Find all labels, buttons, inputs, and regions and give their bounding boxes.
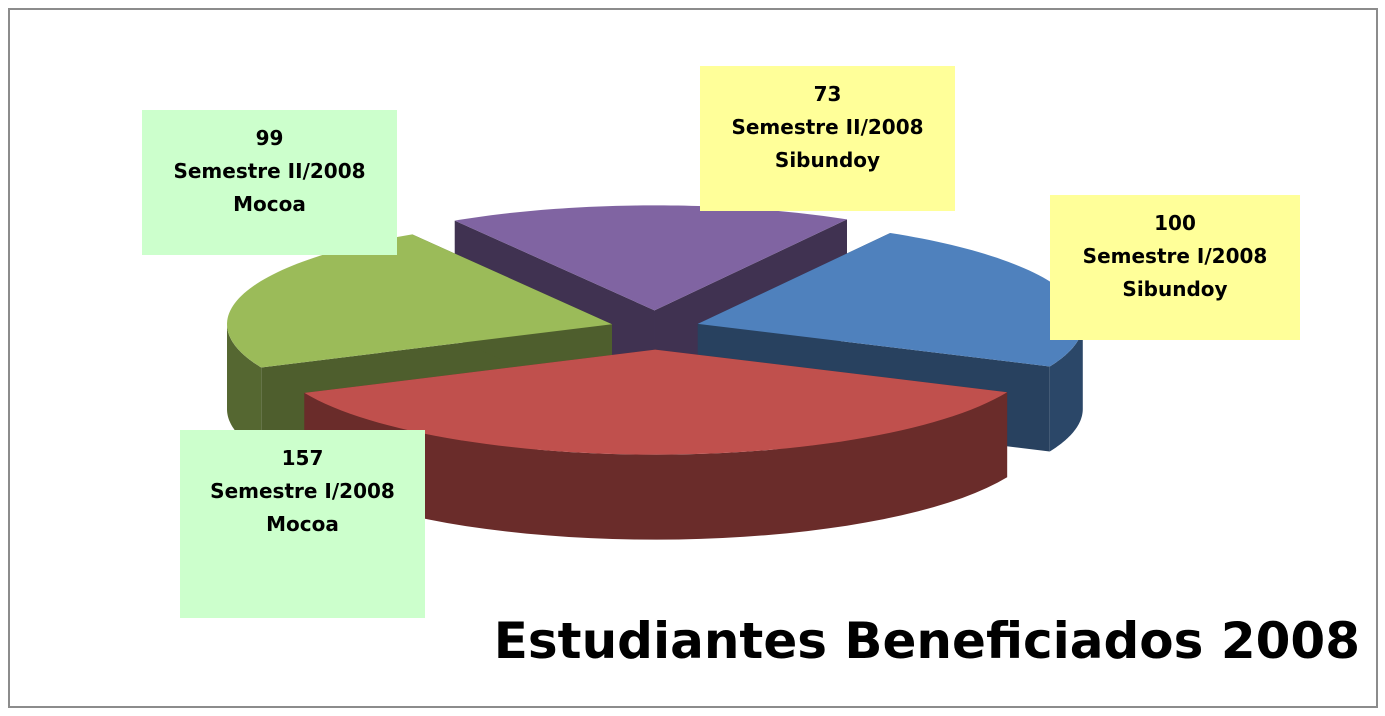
slice-top [304,349,1008,455]
data-label: 73 Semestre II/2008 Sibundoy [700,66,955,211]
label-category: Semestre I/2008 Sibundoy [1082,244,1268,301]
label-value: 157 [281,446,324,470]
slice-wall [227,324,262,453]
slice-wall [304,392,1008,540]
label-value: 100 [1154,211,1196,235]
slice-top [454,205,848,311]
label-category: Semestre II/2008 Sibundoy [731,115,924,172]
slice-top [227,234,613,368]
label-value: 73 [813,82,842,106]
label-category: Semestre I/2008 Mocoa [210,479,395,536]
chart-title: Estudiantes Beneficiados 2008 [493,612,1360,670]
label-category: Semestre II/2008 Mocoa [173,159,366,216]
slice-top [697,232,1083,367]
chart-frame [8,8,1378,708]
label-value: 99 [255,126,284,150]
data-label: 157 Semestre I/2008 Mocoa [180,430,425,618]
data-label: 99 Semestre II/2008 Mocoa [142,110,397,255]
slice-wall [1049,323,1083,452]
data-label: 100 Semestre I/2008 Sibundoy [1050,195,1300,340]
